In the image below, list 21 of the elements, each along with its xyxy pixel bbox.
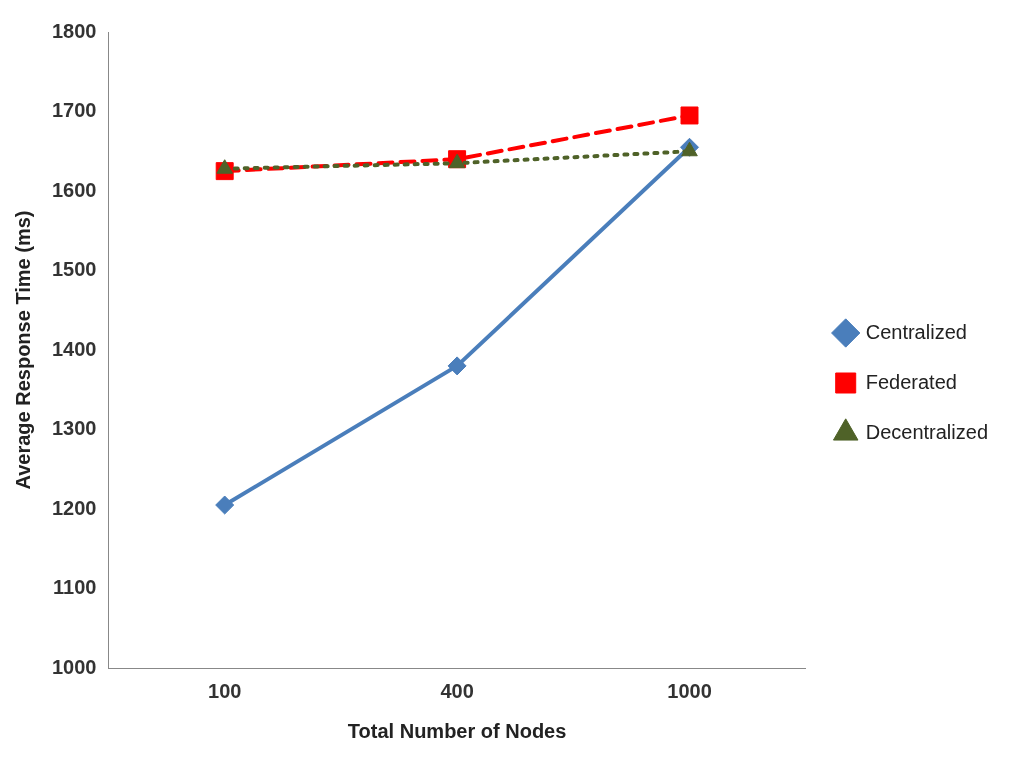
y-tick-label: 1700 (51, 99, 97, 122)
y-tick-label: 1400 (51, 337, 97, 360)
y-tick-label: 1200 (51, 496, 97, 519)
x-axis-title: Total Number of Nodes (347, 719, 567, 742)
y-axis-title: Average Response Time (ms) (11, 210, 34, 490)
point (447, 356, 467, 376)
y-tick-label: 1500 (51, 258, 97, 281)
point (216, 159, 233, 174)
legend-label: Federated (865, 370, 957, 393)
y-tick-label: 1600 (51, 178, 97, 201)
point (215, 495, 235, 515)
x-tick-label: 100 (208, 679, 242, 702)
legend-label: Decentralized (865, 420, 989, 443)
x-tick-label: 1000 (667, 679, 712, 702)
legend-label: Centralized (865, 320, 967, 343)
y-tick-label: 1800 (51, 19, 97, 42)
y-tick-label: 1300 (51, 417, 97, 440)
y-tick-label: 1000 (51, 655, 97, 678)
y-tick-label: 1100 (53, 576, 97, 599)
point (680, 106, 699, 125)
x-tick-label: 400 (440, 679, 474, 702)
